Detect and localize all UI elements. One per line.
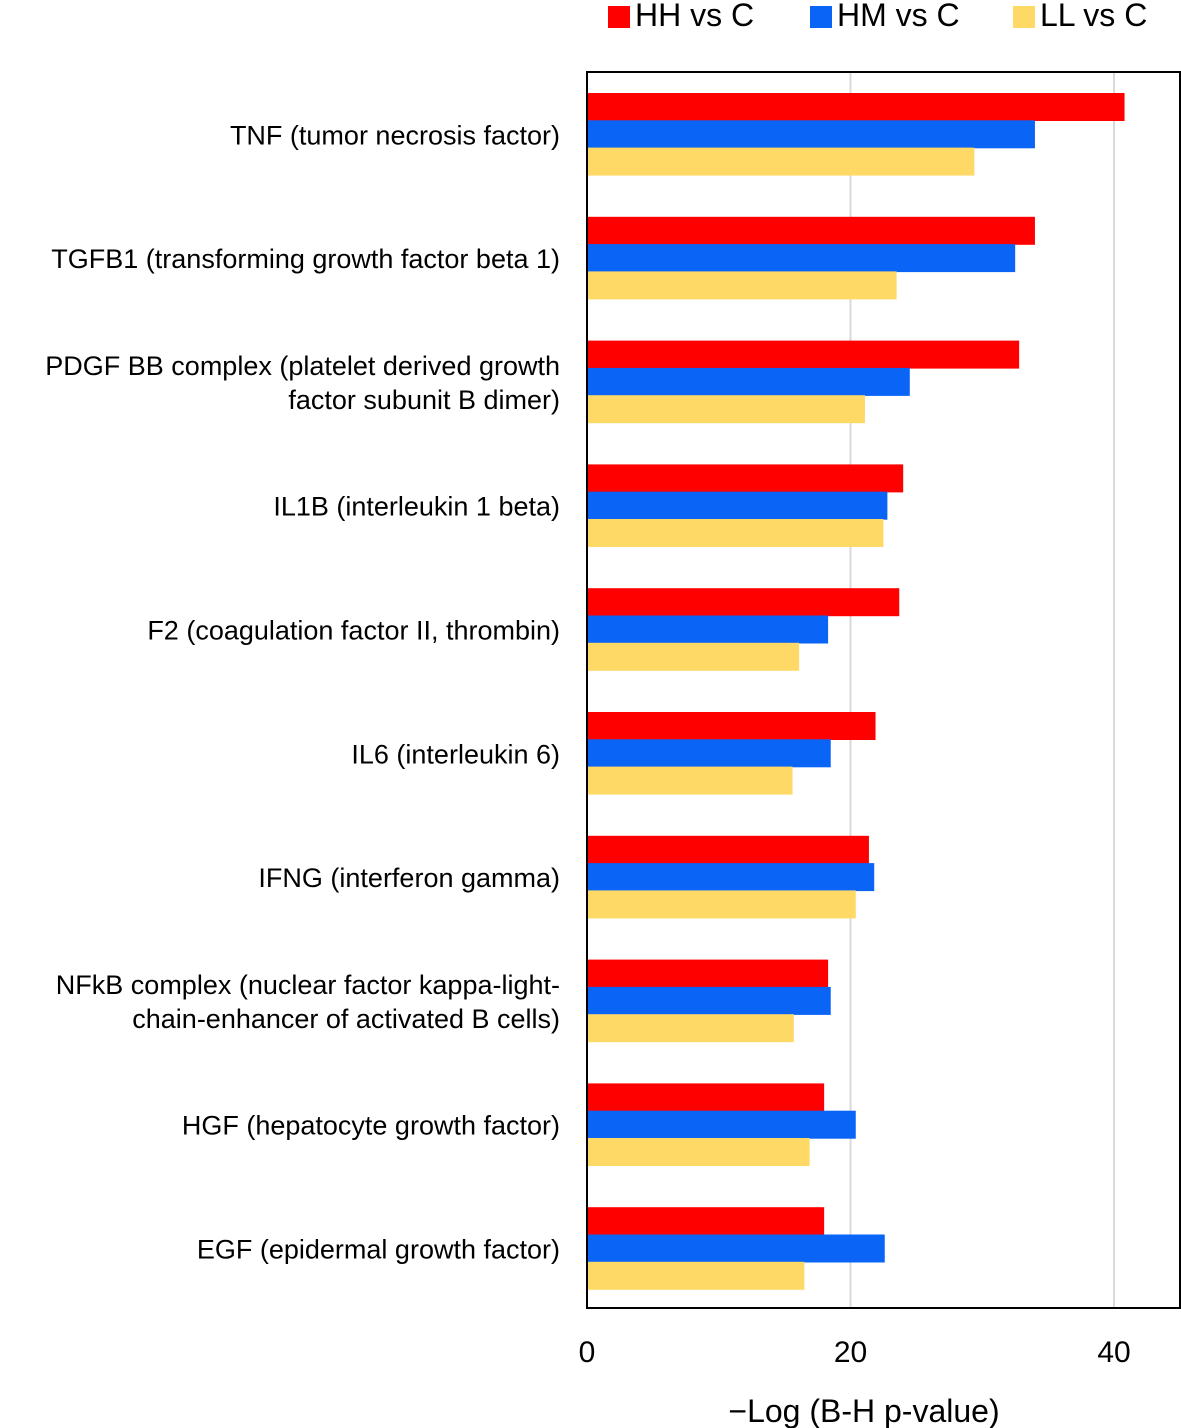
bar-hm-vs-c-7 xyxy=(587,863,875,892)
bar-ll-vs-c-5 xyxy=(587,642,800,671)
bar-group-2 xyxy=(587,216,1035,300)
category-label-line: EGF (epidermal growth factor) xyxy=(197,1235,560,1265)
category-label-10: EGF (epidermal growth factor) xyxy=(197,1235,560,1265)
bar-group-6 xyxy=(587,712,876,795)
legend-swatch xyxy=(608,6,630,28)
bar-group-9 xyxy=(587,1083,856,1166)
legend-swatch xyxy=(810,6,832,28)
category-label-3: PDGF BB complex (platelet derived growth… xyxy=(45,351,560,415)
bar-ll-vs-c-3 xyxy=(587,395,865,424)
x-tick-label-40: 40 xyxy=(1097,1336,1130,1369)
bar-hh-vs-c-9 xyxy=(587,1083,825,1112)
bar-hh-vs-c-3 xyxy=(587,340,1020,369)
category-label-line: TNF (tumor necrosis factor) xyxy=(230,120,560,150)
bar-group-1 xyxy=(587,93,1125,176)
legend-label: LL vs C xyxy=(1040,0,1147,33)
bar-group-7 xyxy=(587,835,875,919)
x-tick-label-0: 0 xyxy=(579,1336,596,1369)
bars xyxy=(587,93,1125,1290)
category-label-4: IL1B (interleukin 1 beta) xyxy=(273,492,560,522)
bar-hh-vs-c-5 xyxy=(587,588,900,617)
category-label-6: IL6 (interleukin 6) xyxy=(351,739,560,769)
category-label-line: factor subunit B dimer) xyxy=(288,385,560,415)
category-labels: TNF (tumor necrosis factor) TGFB1 (transf… xyxy=(45,120,560,1264)
bar-ll-vs-c-1 xyxy=(587,147,975,176)
category-label-line: IFNG (interferon gamma) xyxy=(258,863,560,893)
bar-hh-vs-c-1 xyxy=(587,93,1125,121)
legend-swatch xyxy=(1013,6,1035,28)
bar-group-3 xyxy=(587,340,1020,424)
bar-ll-vs-c-4 xyxy=(587,519,884,547)
bar-group-5 xyxy=(587,588,900,671)
category-label-line: TGFB1 (transforming growth factor beta 1… xyxy=(51,244,560,274)
bar-ll-vs-c-2 xyxy=(587,271,897,300)
bar-hh-vs-c-8 xyxy=(587,959,829,988)
category-label-1: TNF (tumor necrosis factor) xyxy=(230,120,560,150)
bar-hh-vs-c-2 xyxy=(587,216,1035,245)
x-axis-title: −Log (B-H p-value) xyxy=(728,1393,999,1428)
bar-ll-vs-c-7 xyxy=(587,890,856,919)
bar-group-8 xyxy=(587,959,831,1043)
category-label-line: chain-enhancer of activated B cells) xyxy=(132,1004,560,1034)
category-label-line: PDGF BB complex (platelet derived growth xyxy=(45,351,560,381)
bar-hm-vs-c-4 xyxy=(587,491,888,520)
bar-hm-vs-c-5 xyxy=(587,615,829,644)
bar-hm-vs-c-10 xyxy=(587,1234,885,1263)
legend-item-hh-vs-c: HH vs C xyxy=(608,0,754,33)
legend-label: HM vs C xyxy=(837,0,960,33)
category-label-line: F2 (coagulation factor II, thrombin) xyxy=(147,616,560,646)
bar-hh-vs-c-6 xyxy=(587,712,876,740)
bar-hm-vs-c-8 xyxy=(587,986,831,1015)
bar-ll-vs-c-10 xyxy=(587,1261,805,1290)
legend: HH vs C HM vs C LL vs C xyxy=(608,0,1147,33)
bar-hh-vs-c-7 xyxy=(587,835,869,864)
bar-hm-vs-c-1 xyxy=(587,120,1035,149)
category-label-line: HGF (hepatocyte growth factor) xyxy=(182,1111,560,1141)
bar-group-4 xyxy=(587,464,904,547)
bar-hm-vs-c-6 xyxy=(587,739,831,768)
bar-ll-vs-c-6 xyxy=(587,766,793,795)
legend-item-ll-vs-c: LL vs C xyxy=(1013,0,1147,33)
bar-hh-vs-c-10 xyxy=(587,1207,825,1236)
bar-hh-vs-c-4 xyxy=(587,464,904,493)
bar-ll-vs-c-9 xyxy=(587,1138,810,1166)
category-label-5: F2 (coagulation factor II, thrombin) xyxy=(147,616,560,646)
bar-hm-vs-c-2 xyxy=(587,244,1016,273)
category-label-line: IL1B (interleukin 1 beta) xyxy=(273,492,560,522)
category-label-9: HGF (hepatocyte growth factor) xyxy=(182,1111,560,1141)
plot-frame xyxy=(586,71,1181,1309)
x-tick-label-20: 20 xyxy=(834,1336,867,1369)
category-label-8: NFkB complex (nuclear factor kappa-light… xyxy=(56,970,560,1034)
bar-group-10 xyxy=(587,1207,885,1290)
bar-hm-vs-c-9 xyxy=(587,1110,856,1139)
category-label-line: NFkB complex (nuclear factor kappa-light… xyxy=(56,970,560,1000)
bar-hm-vs-c-3 xyxy=(587,367,910,396)
category-label-line: IL6 (interleukin 6) xyxy=(351,739,560,769)
category-label-7: IFNG (interferon gamma) xyxy=(258,863,560,893)
legend-item-hm-vs-c: HM vs C xyxy=(810,0,960,33)
bar-ll-vs-c-8 xyxy=(587,1014,794,1043)
legend-label: HH vs C xyxy=(635,0,754,33)
category-label-2: TGFB1 (transforming growth factor beta 1… xyxy=(51,244,560,274)
x-axis-tick-labels: 0 20 40 xyxy=(579,1336,1131,1369)
